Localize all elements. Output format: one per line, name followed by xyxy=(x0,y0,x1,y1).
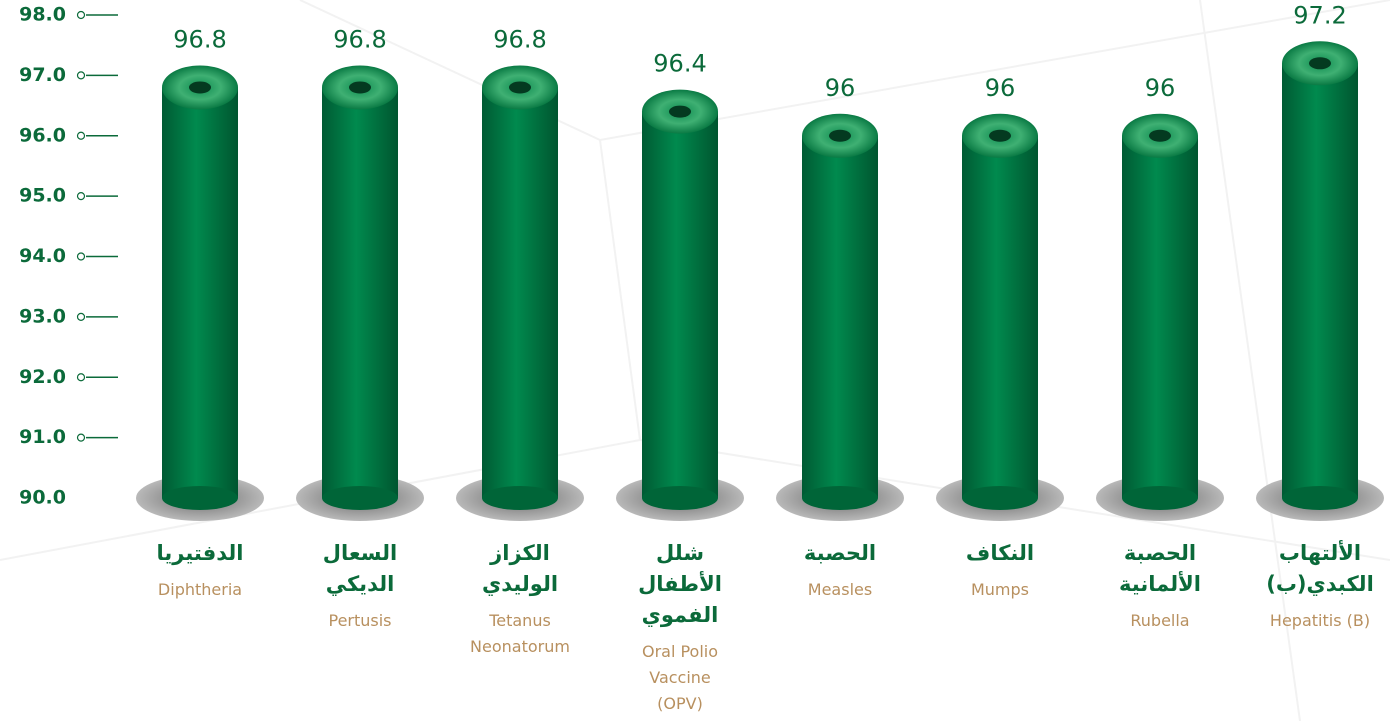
category-name-ar: الحصبة الألمانية xyxy=(1119,541,1201,596)
y-tick-label: 96.0 xyxy=(19,124,66,146)
bar xyxy=(1122,135,1198,498)
bar xyxy=(1282,63,1358,499)
value-label: 96 xyxy=(825,74,856,102)
value-label: 96 xyxy=(1145,74,1176,102)
category-name-en: Mumps xyxy=(970,580,1030,599)
tick-dot xyxy=(76,192,86,201)
bar-bottom xyxy=(162,486,238,510)
bar-hole xyxy=(509,81,531,94)
category-label: الحصبة Measles xyxy=(765,538,915,603)
bar-bottom xyxy=(1122,486,1198,510)
category-label: الألتهاب الكبدي(ب) Hepatitis (B) xyxy=(1245,538,1390,634)
bar xyxy=(642,111,718,498)
bar xyxy=(482,87,558,498)
bar-hole xyxy=(1149,129,1171,142)
bar-bottom xyxy=(802,486,878,510)
category-label: الكزاز الوليدي Tetanus Neonatorum xyxy=(445,538,595,660)
bar xyxy=(962,135,1038,498)
category-name-ar: الكزاز الوليدي xyxy=(481,541,559,596)
value-label: 97.2 xyxy=(1293,1,1346,29)
category-name-ar: السعال الديكي xyxy=(322,541,398,596)
category-label: السعال الديكي Pertusis xyxy=(285,538,435,634)
tick-dot xyxy=(76,252,86,261)
bar-bottom xyxy=(322,486,398,510)
category-name-en: Oral Polio Vaccine (OPV) xyxy=(641,642,719,713)
y-tick-label: 94.0 xyxy=(19,245,66,267)
bar xyxy=(802,135,878,498)
bar-bottom xyxy=(1282,486,1358,510)
y-tick-label: 90.0 xyxy=(19,487,66,509)
category-name-ar: الدفتيريا xyxy=(156,541,244,565)
category-name-en: Tetanus Neonatorum xyxy=(470,611,570,656)
value-label: 96 xyxy=(985,74,1016,102)
bar-hole xyxy=(189,81,211,94)
tick-dot xyxy=(76,373,86,382)
bar xyxy=(322,87,398,498)
value-label: 96.4 xyxy=(653,50,706,78)
value-label: 96.8 xyxy=(173,25,226,53)
category-label: شلل الأطفال الفموي Oral Polio Vaccine (OP… xyxy=(605,538,755,717)
category-name-ar: الحصبة xyxy=(803,541,877,565)
category-name-en: Hepatitis (B) xyxy=(1269,611,1371,630)
category-label: الحصبة الألمانية Rubella xyxy=(1085,538,1235,634)
bar-hole xyxy=(1309,57,1331,70)
category-name-en: Measles xyxy=(807,580,873,599)
tick-dot xyxy=(76,433,86,442)
y-tick-label: 98.0 xyxy=(19,4,66,26)
bar-bottom xyxy=(962,486,1038,510)
category-label: الدفتيريا Diphtheria xyxy=(125,538,275,603)
tick-dot xyxy=(76,131,86,140)
bar-hole xyxy=(829,129,851,142)
tick-dot xyxy=(76,312,86,321)
category-name-en: Diphtheria xyxy=(157,580,243,599)
bar-bottom xyxy=(482,486,558,510)
y-tick-label: 91.0 xyxy=(19,426,66,448)
bar-bottom xyxy=(642,486,718,510)
value-label: 96.8 xyxy=(493,25,546,53)
tick-dot xyxy=(76,71,86,80)
tick-dot xyxy=(76,10,86,20)
y-tick-label: 97.0 xyxy=(19,64,66,86)
y-tick-label: 92.0 xyxy=(19,366,66,388)
bar-hole xyxy=(349,81,371,94)
value-label: 96.8 xyxy=(333,25,386,53)
category-name-en: Pertusis xyxy=(328,611,392,630)
bar-hole xyxy=(989,129,1011,142)
category-name-ar: الألتهاب الكبدي(ب) xyxy=(1266,541,1374,596)
y-tick-label: 95.0 xyxy=(19,185,66,207)
bar-hole xyxy=(669,105,691,118)
category-label: النكاف Mumps xyxy=(925,538,1075,603)
y-tick-label: 93.0 xyxy=(19,305,66,327)
bar xyxy=(162,87,238,498)
category-name-en: Rubella xyxy=(1130,611,1190,630)
category-name-ar: شلل الأطفال الفموي xyxy=(638,541,722,627)
category-name-ar: النكاف xyxy=(965,541,1035,565)
